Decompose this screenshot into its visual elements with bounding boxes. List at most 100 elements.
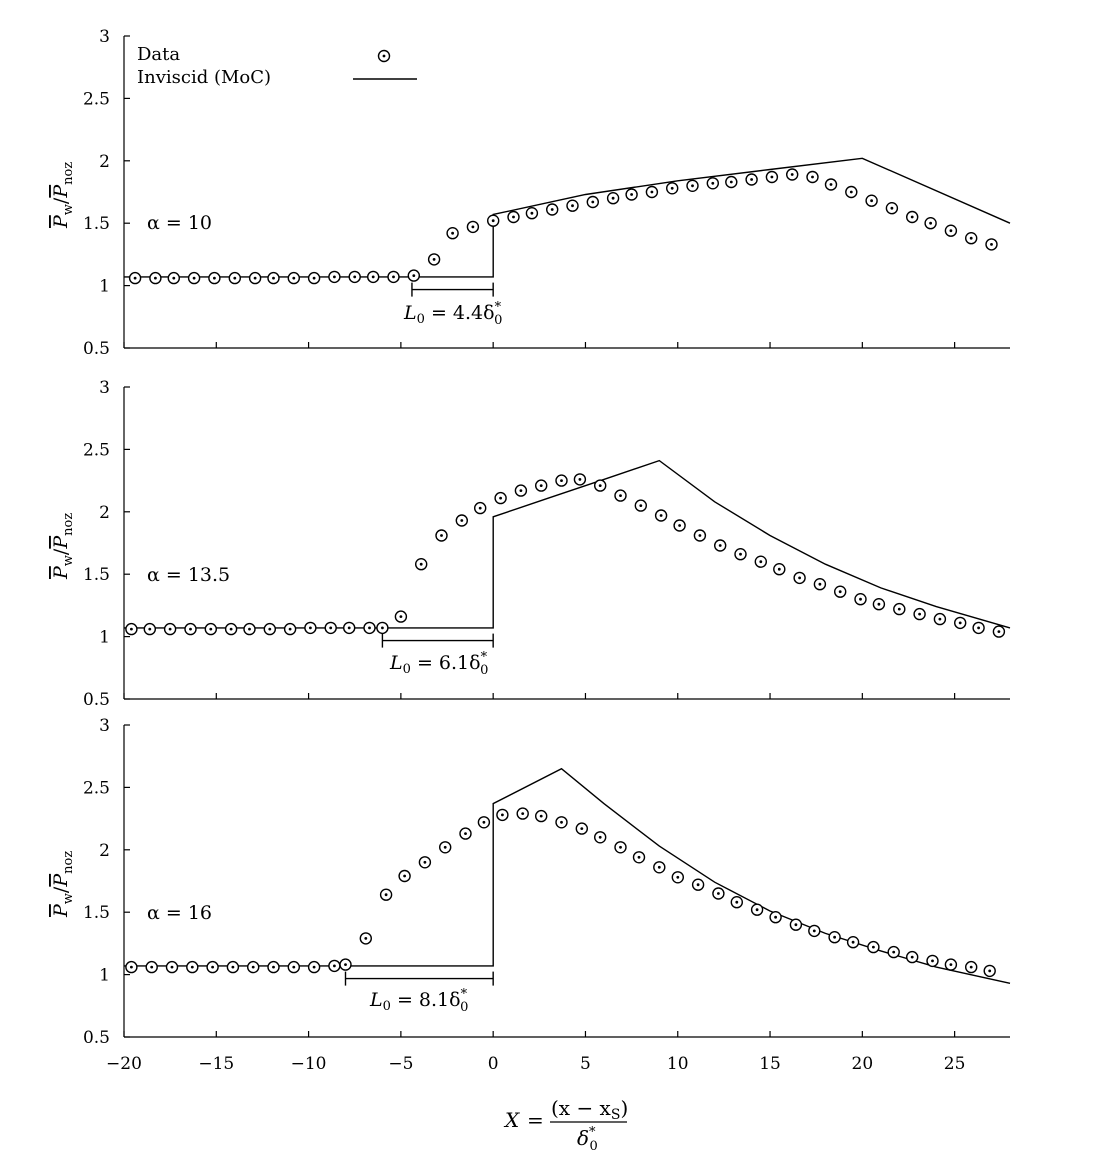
data-point xyxy=(125,622,138,636)
data-point xyxy=(594,831,607,844)
data-point xyxy=(632,851,646,864)
data-point xyxy=(730,896,743,909)
panel-alpha-label: α = 13.5 xyxy=(147,564,230,586)
panel-2: 0.5 1 1.5 2 2.5 3 Pw/Pnoz α = 13.5 L0 = 6.1δ* 0 xyxy=(50,378,1011,710)
data-point xyxy=(376,621,389,635)
data-point xyxy=(865,194,878,207)
data-point xyxy=(566,199,579,212)
x-axis-label-numerator: (x − xS) xyxy=(551,1096,628,1123)
data-point xyxy=(208,271,221,285)
data-point xyxy=(594,479,607,492)
data-point xyxy=(394,610,408,623)
y-axis-label: Pw/Pnoz xyxy=(50,851,76,918)
x-axis-label-lhs: X xyxy=(503,1108,520,1132)
l0-bracket xyxy=(344,971,494,986)
data-point xyxy=(307,960,321,974)
data-point xyxy=(653,861,666,874)
data-point xyxy=(367,270,380,284)
y-axis-label: Pw/Pnoz xyxy=(50,162,76,229)
x-tick-label: 15 xyxy=(759,1054,781,1074)
data-point xyxy=(773,563,786,576)
data-point xyxy=(125,960,138,974)
data-point xyxy=(287,960,300,974)
data-point xyxy=(992,625,1006,638)
l0-label: L0 = 6.1δ* 0 xyxy=(389,650,488,678)
y-tick-label: 1 xyxy=(99,966,110,986)
panel-alpha-label: α = 16 xyxy=(147,902,212,924)
data-point xyxy=(167,271,181,285)
x-tick-label: 5 xyxy=(580,1054,591,1074)
data-point xyxy=(477,816,491,829)
data-point xyxy=(228,271,242,285)
x-axis-label-equals: = xyxy=(527,1108,544,1132)
data-point xyxy=(348,270,361,284)
data-point xyxy=(734,548,747,561)
panel-1: 0.5 1 1.5 2 2.5 3 Pw/Pnoz α = 10 L0 = 4.4δ* 0 xyxy=(50,27,1011,359)
data-point xyxy=(307,271,321,285)
data-point xyxy=(407,269,420,282)
data-point xyxy=(466,220,480,234)
data-point xyxy=(143,622,157,636)
x-axis-label-denominator: δ* 0 xyxy=(577,1125,598,1154)
l0-label: L0 = 8.1δ* 0 xyxy=(369,987,468,1015)
panel-3: 0.5 1 1.5 2 2.5 3 Pw/Pnoz α = 16 L0 = 8.1δ* 0 xyxy=(50,716,1011,1048)
data-point xyxy=(846,936,860,949)
data-point xyxy=(706,177,719,190)
inviscid-moc-line xyxy=(124,157,1011,278)
y-tick-label: 3 xyxy=(99,716,110,736)
data-point xyxy=(359,932,372,945)
data-point xyxy=(813,578,827,591)
data-point xyxy=(750,903,764,916)
data-point xyxy=(555,474,568,487)
data-point xyxy=(893,602,906,616)
data-point xyxy=(693,529,707,542)
data-point xyxy=(575,822,588,835)
data-point xyxy=(398,869,411,883)
data-point xyxy=(224,622,238,636)
data-point xyxy=(287,271,300,285)
data-point xyxy=(328,959,341,973)
panels-group: 0.5 1 1.5 2 2.5 3 Pw/Pnoz α = 10 L0 = 4.4δ* 0 0.5 1… xyxy=(50,27,1011,1048)
x-tick-label: −10 xyxy=(291,1054,327,1074)
data-point xyxy=(145,960,158,974)
data-point xyxy=(867,940,880,954)
y-tick-label: 1.5 xyxy=(83,214,110,234)
x-tick-label: −20 xyxy=(106,1054,142,1074)
data-series xyxy=(128,168,998,285)
x-tick-label: −5 xyxy=(388,1054,413,1074)
data-point xyxy=(267,271,280,285)
data-point xyxy=(645,185,659,199)
data-point xyxy=(712,887,725,900)
y-tick-label: 1 xyxy=(99,628,110,648)
data-point xyxy=(149,271,162,285)
data-point xyxy=(745,173,758,186)
l0-bracket xyxy=(411,282,494,297)
data-point xyxy=(954,616,967,630)
data-point xyxy=(686,179,699,193)
data-point xyxy=(828,931,841,944)
x-axis-label: X = (x − xS) δ* 0 xyxy=(503,1096,628,1154)
data-point xyxy=(474,501,487,515)
data-point xyxy=(459,827,472,840)
data-point xyxy=(614,489,627,502)
data-point xyxy=(343,621,356,635)
data-point xyxy=(765,170,779,184)
data-point xyxy=(654,509,668,522)
data-point xyxy=(507,210,520,224)
data-point xyxy=(379,888,393,901)
data-point xyxy=(516,807,529,820)
data-point xyxy=(415,558,428,571)
data-point xyxy=(972,621,985,635)
data-point xyxy=(789,918,803,931)
data-point xyxy=(514,484,528,497)
data-point xyxy=(283,622,297,636)
data-point xyxy=(714,539,727,552)
data-point xyxy=(494,491,507,505)
data-point xyxy=(324,621,337,635)
data-series xyxy=(125,473,1006,638)
data-point xyxy=(944,958,958,971)
data-series xyxy=(125,807,996,978)
data-point xyxy=(535,809,548,823)
data-point xyxy=(263,622,276,636)
